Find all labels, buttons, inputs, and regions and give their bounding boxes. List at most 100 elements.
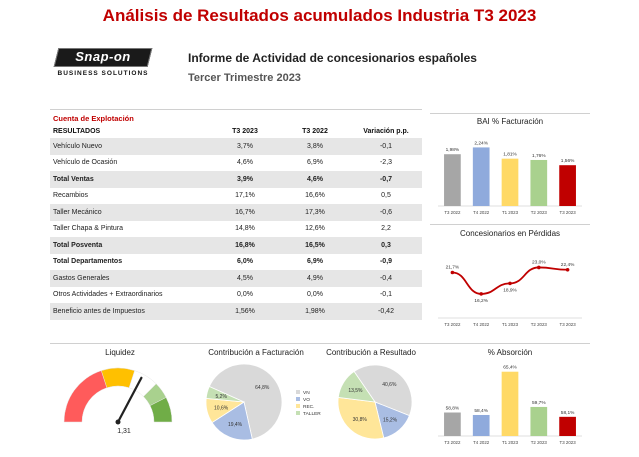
report-subtitle: Tercer Trimestre 2023 — [188, 72, 301, 84]
data-label: 1,98% — [446, 147, 460, 153]
bai-panel-divider — [430, 113, 590, 114]
tick-label: T1 2023 — [502, 210, 519, 215]
table-row: Vehículo Nuevo 3,7% 3,8% -0,1 — [50, 138, 422, 155]
bar — [559, 165, 576, 206]
row-label: Total Departamentos — [53, 258, 123, 266]
row-value-t3-2022: 17,3% — [280, 204, 350, 221]
column-header-resultados: RESULTADOS — [53, 127, 101, 135]
slice-label: 19,4% — [228, 422, 243, 428]
tick-label: T3 2023 — [560, 322, 577, 327]
column-header-variacion: Variación p.p. — [363, 127, 409, 135]
data-label: 18,9% — [503, 287, 517, 293]
table-row: Vehículo de Ocasión 4,6% 6,9% -2,3 — [50, 155, 422, 172]
data-label: 2,24% — [474, 140, 488, 146]
table-row: Otros Actividades + Extraordinarios 0,0% 0… — [50, 287, 422, 304]
row-value-t3-2022: 12,6% — [305, 225, 325, 233]
row-value-variacion: -0,7 — [350, 171, 422, 188]
data-point — [479, 292, 483, 296]
tick-label: T3 2022 — [444, 440, 461, 445]
tick-label: T3 2022 — [444, 322, 461, 327]
tick-label: T2 2023 — [531, 440, 548, 445]
legend-swatch — [296, 411, 300, 415]
row-value-variacion: -0,42 — [350, 303, 422, 320]
tick-label: T3 2022 — [444, 210, 461, 215]
slice-label: 15,2% — [383, 417, 398, 423]
data-label: 65,4% — [503, 365, 517, 371]
bar — [472, 147, 490, 206]
row-value-variacion: -0,1 — [379, 291, 393, 299]
row-value-variacion: -0,9 — [379, 258, 393, 266]
logo-text: Snap-on — [75, 49, 131, 64]
row-value-variacion: -0,1 — [350, 138, 422, 155]
gauge-segment — [100, 367, 136, 389]
gauge-hub — [115, 419, 121, 425]
bai-chart-title: BAI % Facturación — [476, 117, 544, 126]
row-value-t3-2022: 1,98% — [280, 303, 350, 320]
absorcion-title: % Absorción — [487, 348, 533, 357]
bar — [559, 416, 576, 436]
table-row: Total Ventas 3,9% 4,6% -0,7 — [50, 171, 422, 188]
row-value-t3-2022: 6,9% — [307, 258, 323, 266]
row-label: Vehículo Nuevo — [50, 138, 210, 155]
results-table: RESULTADOS T3 2023 T3 2022 Variación p.p… — [50, 124, 422, 320]
section-label: Cuenta de Explotación — [53, 114, 134, 123]
legend-label: VN — [303, 390, 310, 396]
pie-slice — [337, 370, 376, 403]
liquidez-gauge: 1,31 — [63, 367, 173, 435]
data-label: 16,2% — [474, 298, 488, 304]
slice-label: 40,6% — [382, 382, 397, 388]
tick-label: T1 2023 — [502, 322, 519, 327]
perdidas-chart-title: Concesionarios en Pérdidas — [459, 229, 561, 238]
row-value-variacion: 2,2 — [381, 225, 391, 233]
data-point — [565, 267, 570, 272]
bar — [501, 371, 519, 436]
table-row: Recambios 17,1% 16,6% 0,5 — [50, 188, 422, 205]
gauge-segment — [63, 370, 108, 423]
row-value-t3-2023: 4,5% — [210, 270, 280, 287]
slice-label: 13,5% — [348, 388, 363, 394]
data-label: 59,7% — [532, 400, 546, 406]
bottom-divider — [50, 343, 590, 344]
legend-label: REC. — [303, 404, 314, 410]
tick-label: T4 2022 — [473, 210, 490, 215]
pie-slice — [208, 363, 283, 440]
report-title: Informe de Actividad de concesionarios e… — [188, 51, 477, 65]
row-value-t3-2023: 3,7% — [210, 138, 280, 155]
row-label: Taller Chapa & Pintura — [53, 225, 124, 233]
column-header-t3-2023: T3 2023 — [232, 127, 258, 135]
bai-bar-chart: 1,98% T3 2022 2,24% T4 2022 1,81% T1 2023 1,76… — [438, 140, 582, 215]
slice-label: 10,6% — [214, 406, 229, 412]
tick-label: T3 2023 — [560, 440, 577, 445]
row-value-variacion: -0,6 — [350, 204, 422, 221]
row-value-t3-2023: 14,8% — [235, 225, 255, 233]
table-row: Gastos Generales 4,5% 4,9% -0,4 — [50, 270, 422, 287]
row-label: Gastos Generales — [50, 270, 210, 287]
table-top-divider — [50, 109, 422, 110]
data-label: 1,56% — [561, 158, 575, 164]
table-body: Vehículo Nuevo 3,7% 3,8% -0,1 Vehículo de Oc… — [50, 138, 422, 320]
data-point — [450, 270, 455, 275]
perdidas-line-chart: 21,7% T3 2022 16,2% T4 2022 18,9% T1 2023 23,0… — [438, 259, 582, 327]
legend-label: TALLER — [303, 411, 321, 417]
slice-label: 5,2% — [216, 394, 228, 400]
bar — [444, 412, 461, 436]
table-header-row: RESULTADOS T3 2023 T3 2022 Variación p.p… — [50, 124, 422, 138]
data-label: 23,0% — [532, 259, 546, 265]
tick-label: T2 2023 — [531, 210, 548, 215]
table-row: Taller Mecánico 16,7% 17,3% -0,6 — [50, 204, 422, 221]
data-label: 1,76% — [532, 153, 546, 159]
tick-label: T4 2022 — [473, 322, 490, 327]
data-point — [537, 265, 541, 270]
pie-slice — [211, 401, 253, 441]
row-value-t3-2022: 4,6% — [280, 171, 350, 188]
row-value-t3-2023: 16,8% — [210, 237, 280, 254]
facturacion-title: Contribución a Facturación — [208, 348, 304, 357]
gauge-value-label: 1,31 — [117, 428, 131, 435]
snap-on-logo: Snap-on BUSINESS SOLUTIONS — [53, 48, 153, 80]
table-row: Taller Chapa & Pintura 14,8% 12,6% 2,2 — [50, 221, 422, 238]
row-label: Beneficio antes de Impuestos — [50, 303, 210, 320]
row-label: Total Posventa — [50, 237, 210, 254]
row-value-t3-2023: 1,56% — [210, 303, 280, 320]
data-label: 58,1% — [561, 410, 575, 416]
data-label: 21,7% — [446, 265, 460, 271]
